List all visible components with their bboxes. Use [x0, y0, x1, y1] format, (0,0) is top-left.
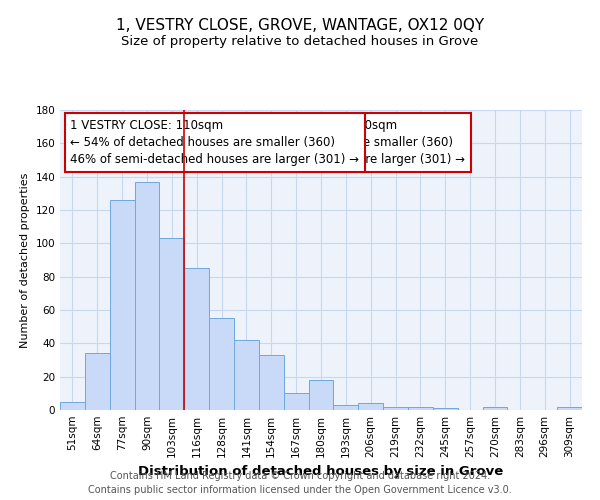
Bar	[358, 404, 383, 410]
Bar	[259, 355, 284, 410]
Bar	[85, 354, 110, 410]
Bar	[60, 402, 85, 410]
Bar	[284, 394, 308, 410]
Bar	[184, 268, 209, 410]
Text: 1 VESTRY CLOSE: 110sqm
← 54% of detached houses are smaller (360)
46% of semi-de: 1 VESTRY CLOSE: 110sqm ← 54% of detached…	[176, 119, 466, 166]
X-axis label: Distribution of detached houses by size in Grove: Distribution of detached houses by size …	[139, 466, 503, 478]
Text: Contains HM Land Registry data © Crown copyright and database right 2024.
Contai: Contains HM Land Registry data © Crown c…	[88, 471, 512, 495]
Bar	[308, 380, 334, 410]
Bar	[209, 318, 234, 410]
Bar	[160, 238, 184, 410]
Bar	[334, 405, 358, 410]
Bar	[433, 408, 458, 410]
Text: 1 VESTRY CLOSE: 110sqm
← 54% of detached houses are smaller (360)
46% of semi-de: 1 VESTRY CLOSE: 110sqm ← 54% of detached…	[70, 119, 359, 166]
Text: Size of property relative to detached houses in Grove: Size of property relative to detached ho…	[121, 35, 479, 48]
Y-axis label: Number of detached properties: Number of detached properties	[20, 172, 30, 348]
Bar	[557, 406, 582, 410]
Text: 1, VESTRY CLOSE, GROVE, WANTAGE, OX12 0QY: 1, VESTRY CLOSE, GROVE, WANTAGE, OX12 0Q…	[116, 18, 484, 32]
Bar	[482, 406, 508, 410]
Bar	[234, 340, 259, 410]
Bar	[383, 406, 408, 410]
Bar	[110, 200, 134, 410]
Bar	[408, 406, 433, 410]
Bar	[134, 182, 160, 410]
